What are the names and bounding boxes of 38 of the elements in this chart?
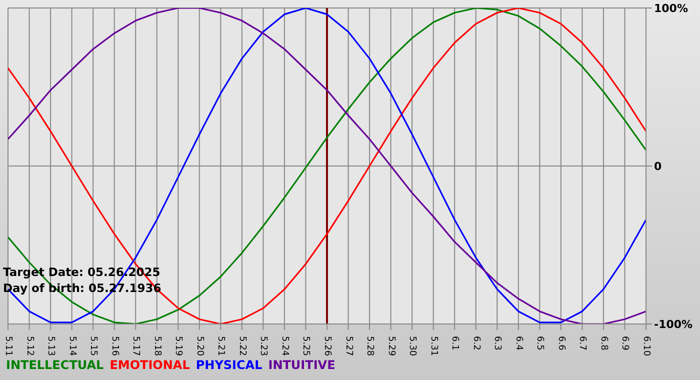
x-tick-label: 5.14 [66,336,77,356]
x-tick-label: 6.5 [534,336,545,350]
text: EMOTIONAL [110,358,190,372]
x-tick-label: 6.4 [513,336,524,351]
x-tick-label: 5.12 [24,336,34,356]
x-tick-label: 6.1 [450,336,460,350]
y-tick-label: 0 [654,160,662,173]
x-tick-label: 5.19 [173,336,184,356]
x-tick-label: 5.22 [236,336,247,356]
x-tick-label: 5.20 [194,336,204,356]
x-tick-label: 5.11 [3,336,13,356]
x-tick-label: 6.6 [556,336,566,351]
x-tick-label: 5.30 [407,336,418,356]
x-tick-label: 6.7 [577,336,588,350]
x-tick-label: 5.24 [279,336,290,356]
x-tick-label: 5.13 [46,336,56,356]
x-tick-label: 5.31 [428,336,438,356]
x-tick-label: 5.28 [364,336,375,356]
x-tick-label: 5.26 [322,336,332,356]
x-tick-label: 5.18 [152,336,162,356]
x-tick-label: 5.25 [300,336,311,356]
text: INTUITIVE [268,358,336,372]
x-tick-label: 6.8 [598,336,608,351]
x-tick-label: 5.16 [109,336,120,356]
y-tick-label: -100% [654,318,693,331]
x-tick-label: 6.9 [620,336,630,351]
x-tick-label: 6.3 [492,336,502,350]
y-tick-label: 100% [654,2,688,15]
text: INTELLECTUAL [6,358,104,372]
x-tick-label: 5.15 [88,336,98,356]
x-tick-label: 5.27 [343,336,354,356]
x-tick-label: 5.23 [258,336,268,356]
x-tick-label: 5.29 [386,336,396,356]
text: PHYSICAL [196,358,262,372]
x-tick-label: 5.21 [216,336,226,356]
x-tick-label: 5.17 [130,336,141,356]
x-tick-label: 6.2 [470,336,481,350]
x-tick-label: 6.10 [641,336,651,356]
